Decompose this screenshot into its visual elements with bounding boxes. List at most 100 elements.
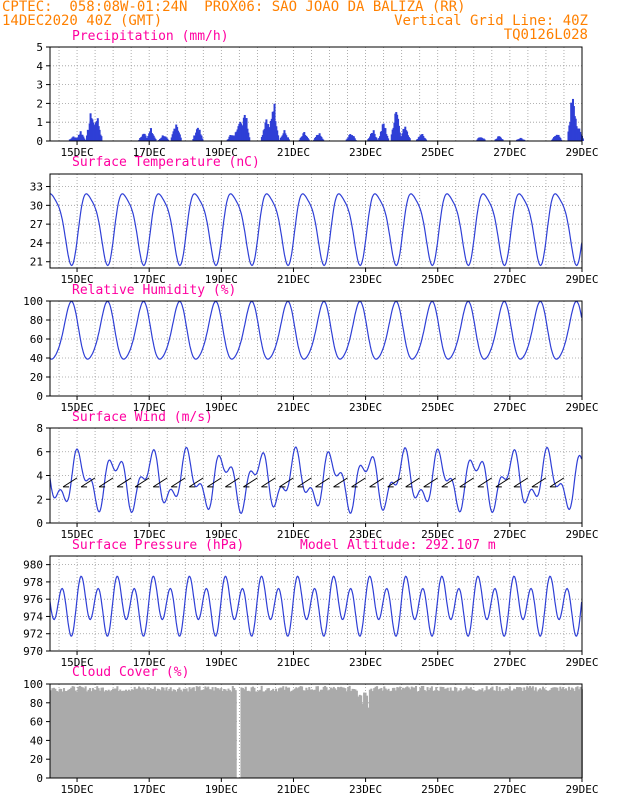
cloud-bar bbox=[335, 689, 338, 778]
cloud-bar bbox=[374, 686, 377, 778]
cloud-bar bbox=[263, 691, 266, 778]
cloud-bar bbox=[358, 694, 361, 778]
cloud-bar bbox=[158, 689, 161, 778]
panel-1: Precipitation (mm/h) 0 1 2 3 4 5 15DEC 17DEC 19DE… bbox=[36, 29, 598, 159]
cloud-bar bbox=[161, 687, 164, 778]
cloud-bar bbox=[296, 688, 299, 778]
y-tick-label: 978 bbox=[23, 576, 43, 589]
cloud-bar bbox=[420, 686, 423, 778]
precip-bar bbox=[307, 139, 310, 141]
x-tick-label: 25DEC bbox=[421, 401, 454, 414]
cloud-bar bbox=[422, 685, 425, 778]
cloud-bar bbox=[52, 687, 55, 778]
cloud-bar bbox=[430, 686, 433, 778]
cloud-bar bbox=[106, 690, 109, 778]
precip-bar bbox=[179, 137, 182, 141]
wind-arrow bbox=[279, 477, 294, 488]
cloud-bar bbox=[272, 688, 275, 778]
y-tick-label: 972 bbox=[23, 628, 43, 641]
y-tick-label: 40 bbox=[30, 352, 43, 365]
cloud-bar bbox=[163, 690, 167, 778]
cloud-bar bbox=[478, 689, 481, 778]
x-tick-label: 17DEC bbox=[133, 528, 166, 541]
y-tick-label: 60 bbox=[30, 716, 43, 729]
cloud-bar bbox=[350, 690, 353, 778]
cloud-bar bbox=[217, 688, 220, 778]
cloud-bar bbox=[191, 687, 194, 778]
y-tick-label: 980 bbox=[23, 559, 43, 572]
cloud-bar bbox=[293, 688, 296, 778]
cloud-bar bbox=[122, 690, 125, 778]
cloud-bar bbox=[260, 685, 263, 778]
cloud-bar bbox=[412, 687, 415, 778]
cloud-bar bbox=[497, 691, 500, 778]
y-tick-label: 33 bbox=[30, 181, 43, 194]
cloud-bar bbox=[390, 690, 393, 778]
cloud-bar bbox=[249, 691, 252, 778]
cloud-bar bbox=[62, 688, 66, 778]
cloud-bar bbox=[218, 689, 221, 778]
x-tick-label: 25DEC bbox=[421, 146, 454, 159]
cloud-bar bbox=[241, 687, 244, 778]
cloud-bar bbox=[409, 689, 412, 778]
cloud-bar bbox=[295, 687, 298, 778]
cloud-bar bbox=[273, 690, 276, 778]
y-tick-label: 80 bbox=[30, 314, 43, 327]
x-tick-label: 23DEC bbox=[349, 273, 382, 286]
cloud-bar bbox=[314, 689, 317, 778]
cloud-bar bbox=[221, 691, 224, 778]
cloud-bar bbox=[54, 688, 57, 778]
cloud-bar bbox=[189, 689, 192, 778]
cloud-bar bbox=[508, 686, 511, 778]
cloud-bar bbox=[198, 686, 201, 778]
cloud-bar bbox=[562, 687, 565, 778]
x-tick-label: 21DEC bbox=[277, 401, 310, 414]
x-tick-label: 15DEC bbox=[60, 656, 93, 669]
cloud-bar bbox=[438, 690, 441, 778]
x-tick-label: 17DEC bbox=[133, 401, 166, 414]
y-tick-label: 970 bbox=[23, 645, 43, 658]
panel-6: Cloud Cover (%) 0 20 40 60 80 100 15DEC 17DEC 19D… bbox=[23, 665, 598, 796]
x-tick-label: 19DEC bbox=[205, 273, 238, 286]
panel-title: Surface Wind (m/s) bbox=[72, 410, 213, 425]
cloud-bar bbox=[472, 689, 475, 778]
wind-arrow bbox=[405, 477, 420, 488]
cloud-bar bbox=[397, 687, 400, 778]
cloud-bar bbox=[361, 703, 364, 778]
precip-bar bbox=[559, 137, 562, 141]
cloud-bar bbox=[207, 686, 210, 778]
precip-bar bbox=[354, 139, 357, 141]
cloud-bar bbox=[399, 686, 402, 778]
series-line bbox=[49, 575, 583, 637]
cloud-bar bbox=[119, 689, 122, 778]
cloud-bar bbox=[566, 690, 569, 778]
cloud-bar bbox=[505, 687, 508, 778]
y-tick-label: 24 bbox=[30, 237, 44, 250]
cloud-bar bbox=[465, 686, 468, 778]
x-tick-label: 23DEC bbox=[349, 656, 382, 669]
wind-arrow bbox=[80, 477, 96, 488]
cloud-bar bbox=[140, 689, 143, 778]
cloud-bar bbox=[406, 686, 409, 778]
cloud-bar bbox=[546, 690, 549, 778]
cloud-bar bbox=[262, 691, 265, 778]
cloud-bar bbox=[50, 690, 53, 778]
panel-title: Surface Temperature (nC) bbox=[72, 155, 260, 170]
cloud-bar bbox=[521, 690, 524, 778]
cloud-bar bbox=[298, 687, 301, 778]
wind-arrow bbox=[333, 477, 348, 488]
cloud-bar bbox=[427, 689, 431, 778]
panel-5: Surface Pressure (hPa) Model Altitude: 29… bbox=[23, 538, 598, 669]
wind-arrow bbox=[495, 477, 511, 488]
precip-bar bbox=[322, 139, 325, 141]
cloud-bar bbox=[347, 687, 350, 778]
cloud-bar bbox=[94, 689, 97, 778]
wind-arrow bbox=[225, 477, 240, 488]
cloud-bar bbox=[67, 689, 70, 778]
cloud-bar bbox=[565, 688, 568, 778]
cloud-bar bbox=[471, 689, 474, 778]
cloud-bar bbox=[526, 686, 529, 778]
cloud-bar bbox=[367, 707, 370, 778]
cloud-bar bbox=[288, 687, 291, 778]
cloud-bar bbox=[415, 685, 418, 778]
